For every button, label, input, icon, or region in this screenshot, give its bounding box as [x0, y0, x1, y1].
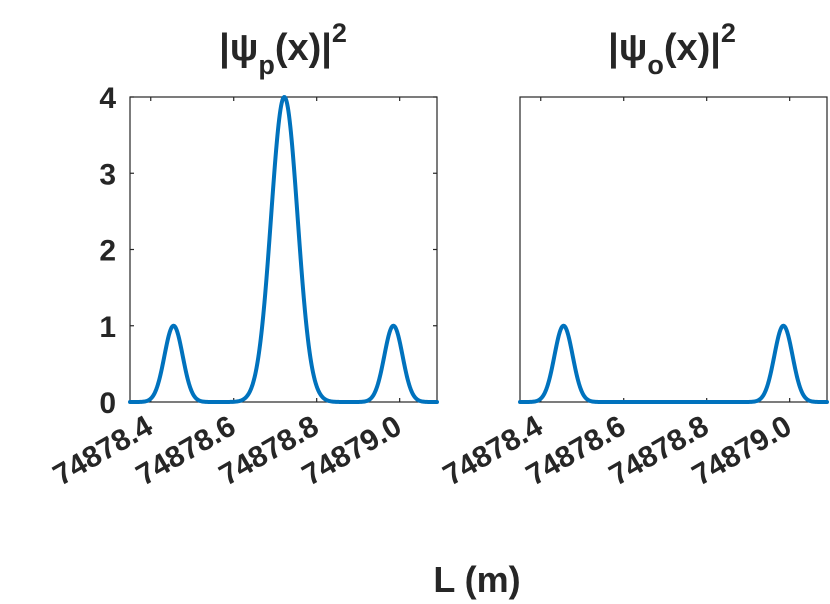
y-tick-label: 2 [99, 235, 116, 268]
plot-area-0 [129, 96, 438, 403]
title-left: |ψp(x)|2 [219, 18, 347, 80]
y-tick-label: 0 [99, 387, 116, 420]
plot-area-1 [519, 96, 828, 403]
y-tick-label: 3 [99, 158, 116, 191]
x-axis-label: L (m) [433, 559, 520, 600]
y-tick-label: 4 [99, 82, 116, 115]
title-right: |ψo(x)|2 [608, 18, 736, 80]
panel-left: |ψp(x)|2 74878.474878.674878.874879.0012… [48, 18, 439, 492]
y-tick-label: 1 [99, 311, 116, 344]
series-line-0-0 [128, 95, 439, 404]
series-line-1-0 [518, 323, 829, 404]
